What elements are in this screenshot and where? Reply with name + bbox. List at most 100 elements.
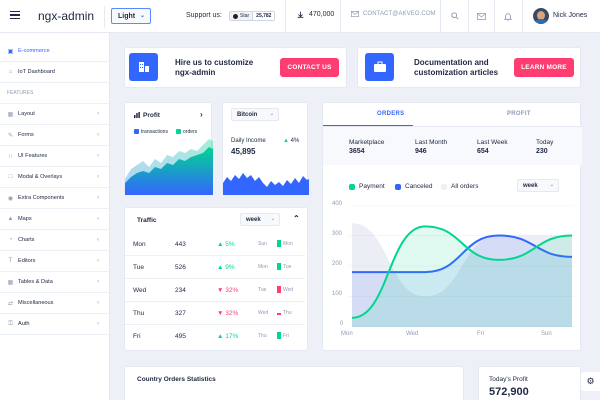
traffic-delta-value: 32%: [225, 287, 239, 294]
country-orders-card: Country Orders Statistics: [124, 366, 464, 400]
github-star-widget[interactable]: Star 25,782: [229, 11, 276, 21]
documentation-title: Documentation and customization articles: [414, 58, 498, 78]
keypad-icon: ∷: [8, 153, 13, 160]
orders-stats-bar: [323, 127, 582, 165]
stat-label: Today: [536, 139, 554, 146]
tab-profit[interactable]: PROFIT: [507, 111, 531, 117]
chevron-down-icon: ⌄: [269, 111, 274, 117]
sidebar-item-miscellaneous[interactable]: ⇄ Miscellaneous ‹: [0, 293, 109, 314]
bell-icon[interactable]: [502, 10, 514, 22]
daily-income-value: 45,895: [231, 147, 256, 156]
chevron-right-icon[interactable]: ›: [200, 110, 203, 119]
traffic-delta-value: 9%: [225, 264, 235, 271]
bar-chart-icon: [134, 112, 140, 118]
profit-title: Profit: [143, 112, 160, 119]
traffic-value: 526: [175, 264, 186, 271]
legend-payment: Payment: [349, 183, 385, 190]
support-label: Support us:: [186, 12, 222, 19]
series-area-all-orders: [352, 223, 572, 327]
table-row: Wed 234 ▼ 32% Tue Wed: [125, 279, 305, 302]
table-row: Fri 495 ▲ 17% Thu Fri: [125, 325, 305, 348]
sidebar-item-editors[interactable]: T Editors ‹: [0, 251, 109, 272]
sidebar-item-forms[interactable]: ✎ Forms ‹: [0, 125, 109, 146]
stat-value: 946: [415, 148, 427, 155]
search-icon[interactable]: [449, 10, 461, 22]
sidebar-item-extra-components[interactable]: ◉ Extra Components ‹: [0, 188, 109, 209]
stat-label: Last Week: [477, 139, 508, 146]
contact-link[interactable]: CONTACT@AKVEO.COM: [351, 11, 436, 17]
daily-income-label: Daily Income: [231, 138, 266, 144]
shuffle-icon: ⇄: [7, 300, 14, 307]
series-area-canceled: [352, 235, 572, 327]
learn-more-button[interactable]: LEARN MORE: [514, 58, 574, 77]
bitcoin-card: Bitcoin ⌄ Daily Income 45,895 ▲ 4%: [222, 102, 309, 195]
sidebar-item-auth[interactable]: ⚿ Auth ‹: [0, 314, 109, 335]
brand-logo[interactable]: ngx-admin: [38, 9, 95, 23]
chevron-up-icon[interactable]: ⌃: [293, 214, 300, 223]
sidebar-item-label: Layout: [18, 111, 35, 117]
sidebar-item-ui-features[interactable]: ∷ UI Features ‹: [0, 146, 109, 167]
traffic-title: Traffic: [137, 217, 157, 224]
table-row: Tue 526 ▲ 9% Mon Tue: [125, 256, 305, 279]
orders-period-select[interactable]: week ⌄: [517, 179, 559, 192]
tab-orders[interactable]: ORDERS: [377, 111, 405, 117]
legend-transactions: transactions: [134, 129, 168, 135]
github-star-button[interactable]: Star: [229, 11, 254, 21]
todays-profit-value: 572,900: [489, 386, 529, 398]
traffic-period-select[interactable]: week ⌄: [240, 213, 280, 226]
cart-icon: ▣: [7, 48, 14, 55]
traffic-bar: [277, 240, 281, 247]
y-tick-label: 200: [332, 261, 343, 267]
series-line-payment: [351, 225, 573, 319]
text-icon: T: [8, 258, 13, 264]
menu-toggle-icon[interactable]: [10, 11, 20, 19]
email-icon[interactable]: [475, 10, 487, 22]
contact-us-button[interactable]: CONTACT US: [280, 58, 339, 77]
traffic-day-small: Thu: [283, 310, 292, 316]
map-icon: ▲: [7, 216, 14, 222]
series-area-payment: [352, 226, 572, 327]
header-divider: [494, 0, 495, 33]
legend-label: Payment: [359, 183, 385, 190]
sidebar-item-tables-data[interactable]: ▦ Tables & Data ‹: [0, 272, 109, 293]
sidebar-item-layout[interactable]: ▦ Layout ‹: [0, 104, 109, 125]
theme-select[interactable]: Light ⌄: [111, 8, 151, 24]
message-icon: ◉: [7, 195, 14, 202]
stat-value: 3654: [349, 148, 365, 155]
header-divider: [440, 0, 441, 33]
chevron-left-icon: ‹: [97, 153, 99, 159]
sidebar-item-iot-dashboard[interactable]: ⌂ IoT Dashboard: [0, 62, 109, 83]
traffic-day: Wed: [133, 287, 147, 294]
todays-profit-card: Today's Profit 572,900: [478, 366, 581, 400]
traffic-day: Fri: [133, 333, 141, 340]
sidebar-item-label: IoT Dashboard: [18, 69, 55, 75]
change-value: 4%: [290, 138, 300, 144]
sidebar-item-maps[interactable]: ▲ Maps ‹: [0, 209, 109, 230]
traffic-value: 327: [175, 310, 186, 317]
browser-icon: □: [8, 174, 13, 180]
stat-value: 230: [536, 148, 548, 155]
settings-gear-icon[interactable]: ⚙: [581, 372, 600, 391]
hire-us-title-line: ngx-admin: [175, 68, 216, 77]
user-name[interactable]: Nick Jones: [553, 12, 588, 19]
sidebar-item-modal-overlays[interactable]: □ Modal & Overlays ‹: [0, 167, 109, 188]
download-icon: [297, 11, 304, 18]
x-tick-label: Sun: [541, 331, 552, 337]
traffic-value: 234: [175, 287, 186, 294]
legend-label: Canceled: [405, 183, 433, 190]
stat-value: 654: [477, 148, 489, 155]
y-tick-label: 400: [332, 201, 343, 207]
hire-us-title-line: Hire us to customize: [175, 58, 254, 67]
traffic-bar: [277, 263, 281, 270]
currency-select[interactable]: Bitcoin ⌄: [231, 108, 279, 121]
email-icon: [351, 11, 359, 17]
orders-card: ORDERS PROFIT Marketplace 3654 Last Mont…: [322, 102, 582, 351]
home-icon: ⌂: [8, 69, 13, 75]
stat-label: Marketplace: [349, 139, 385, 146]
sidebar-item-e-commerce[interactable]: ▣ E-commerce: [0, 41, 109, 62]
sidebar-item-charts[interactable]: ◔ Charts ‹: [0, 230, 109, 251]
avatar[interactable]: [533, 8, 549, 24]
x-tick-label: Fri: [477, 331, 484, 337]
chevron-left-icon: ‹: [97, 237, 99, 243]
traffic-prev-day: Wed: [258, 310, 269, 316]
